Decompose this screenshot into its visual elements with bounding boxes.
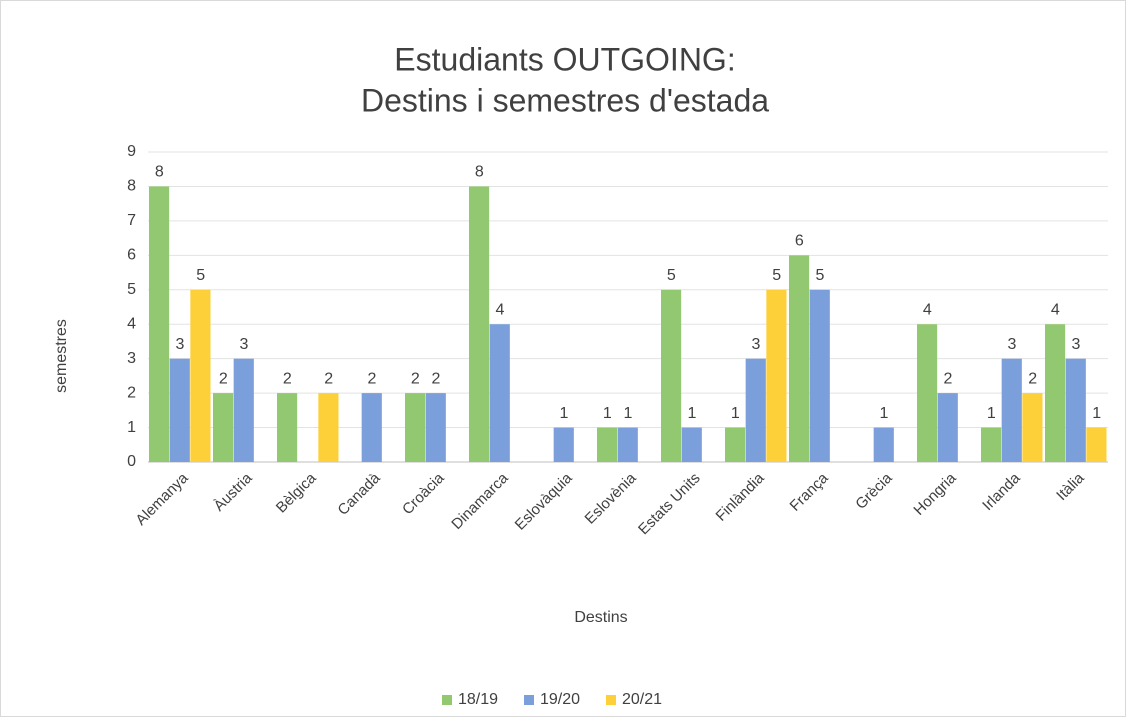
data-label: 2 — [411, 370, 420, 387]
data-label: 4 — [1051, 301, 1060, 318]
data-label: 2 — [283, 370, 292, 387]
data-label: 4 — [923, 301, 932, 318]
data-label: 1 — [987, 405, 996, 422]
y-tick-label: 6 — [127, 247, 136, 264]
bar — [1065, 358, 1086, 462]
legend-label: 18/19 — [458, 691, 498, 708]
bar — [1045, 324, 1066, 462]
bar — [489, 324, 510, 462]
data-label: 5 — [196, 267, 205, 284]
bar — [190, 289, 211, 462]
data-label: 3 — [752, 336, 761, 353]
data-label: 2 — [324, 370, 333, 387]
y-tick-label: 7 — [127, 212, 136, 229]
bar — [681, 427, 702, 462]
y-tick-label: 2 — [127, 384, 136, 401]
data-label: 8 — [155, 164, 164, 181]
bar — [425, 393, 446, 462]
bar — [1022, 393, 1043, 462]
data-label: 6 — [795, 233, 804, 250]
bar — [1001, 358, 1022, 462]
data-label: 1 — [624, 405, 633, 422]
legend-label: 19/20 — [540, 691, 580, 708]
bar — [213, 393, 234, 462]
bar — [617, 427, 638, 462]
data-label: 1 — [1092, 405, 1101, 422]
bar — [725, 427, 746, 462]
bar — [233, 358, 254, 462]
data-label: 2 — [432, 370, 441, 387]
chart-title: Estudiants OUTGOING: — [394, 41, 735, 77]
data-label: 2 — [368, 370, 377, 387]
legend-swatch — [442, 695, 452, 705]
y-axis-title: semestres — [53, 319, 70, 393]
bar — [1086, 427, 1107, 462]
data-label: 3 — [240, 336, 249, 353]
data-label: 1 — [560, 405, 569, 422]
legend-swatch — [524, 695, 534, 705]
data-label: 1 — [731, 405, 740, 422]
y-tick-label: 4 — [127, 315, 136, 332]
bar — [789, 255, 810, 462]
bar — [361, 393, 382, 462]
y-tick-label: 8 — [127, 178, 136, 195]
bar — [981, 427, 1002, 462]
x-axis-title: Destins — [574, 609, 627, 626]
y-tick-label: 5 — [127, 281, 136, 298]
bar — [405, 393, 426, 462]
data-label: 5 — [772, 267, 781, 284]
bar — [809, 289, 830, 462]
bar — [318, 393, 339, 462]
bar — [597, 427, 618, 462]
y-tick-label: 0 — [127, 453, 136, 470]
data-label: 3 — [176, 336, 185, 353]
data-label: 3 — [1008, 336, 1017, 353]
bar — [661, 289, 682, 462]
data-label: 4 — [496, 301, 505, 318]
legend-swatch — [606, 695, 616, 705]
bar — [917, 324, 938, 462]
bar — [745, 358, 766, 462]
legend-label: 20/21 — [622, 691, 662, 708]
data-label: 2 — [1028, 370, 1037, 387]
data-label: 1 — [603, 405, 612, 422]
bar — [277, 393, 298, 462]
data-label: 3 — [1072, 336, 1081, 353]
bar — [149, 186, 170, 462]
bar — [937, 393, 958, 462]
data-label: 8 — [475, 164, 484, 181]
data-label: 1 — [880, 405, 889, 422]
chart-title: Destins i semestres d'estada — [361, 82, 769, 118]
y-tick-label: 9 — [127, 143, 136, 160]
data-label: 5 — [816, 267, 825, 284]
bar — [766, 289, 787, 462]
bar — [873, 427, 894, 462]
bar — [169, 358, 190, 462]
bar — [553, 427, 574, 462]
data-label: 2 — [944, 370, 953, 387]
bar — [469, 186, 490, 462]
data-label: 2 — [219, 370, 228, 387]
y-tick-label: 3 — [127, 350, 136, 367]
data-label: 1 — [688, 405, 697, 422]
data-label: 5 — [667, 267, 676, 284]
y-tick-label: 1 — [127, 419, 136, 436]
